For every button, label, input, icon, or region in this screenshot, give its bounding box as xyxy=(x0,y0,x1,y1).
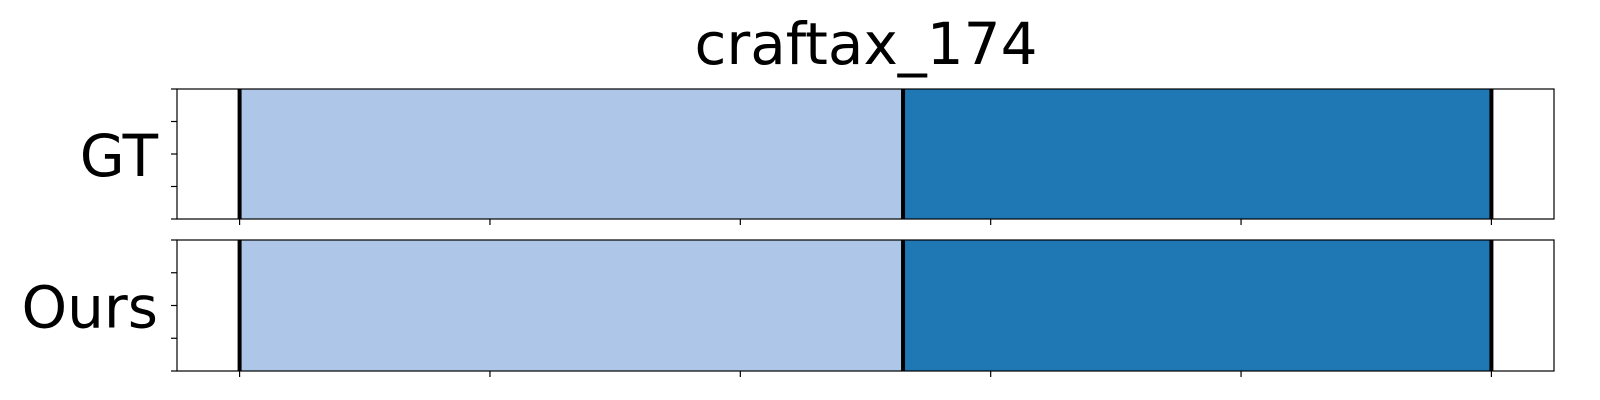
chart-rows: GT Ours xyxy=(22,88,1555,377)
segment-bar xyxy=(903,240,1492,371)
row-label-ours: Ours xyxy=(22,274,158,342)
row-panel-gt: GT xyxy=(80,88,1555,225)
chart-title: craftax_174 xyxy=(695,10,1038,78)
segment-bar xyxy=(239,240,904,371)
row-label-gt: GT xyxy=(80,122,159,190)
row-panel-ours: Ours xyxy=(22,239,1555,377)
segment-bar xyxy=(239,89,904,219)
segment-bar xyxy=(903,89,1492,219)
